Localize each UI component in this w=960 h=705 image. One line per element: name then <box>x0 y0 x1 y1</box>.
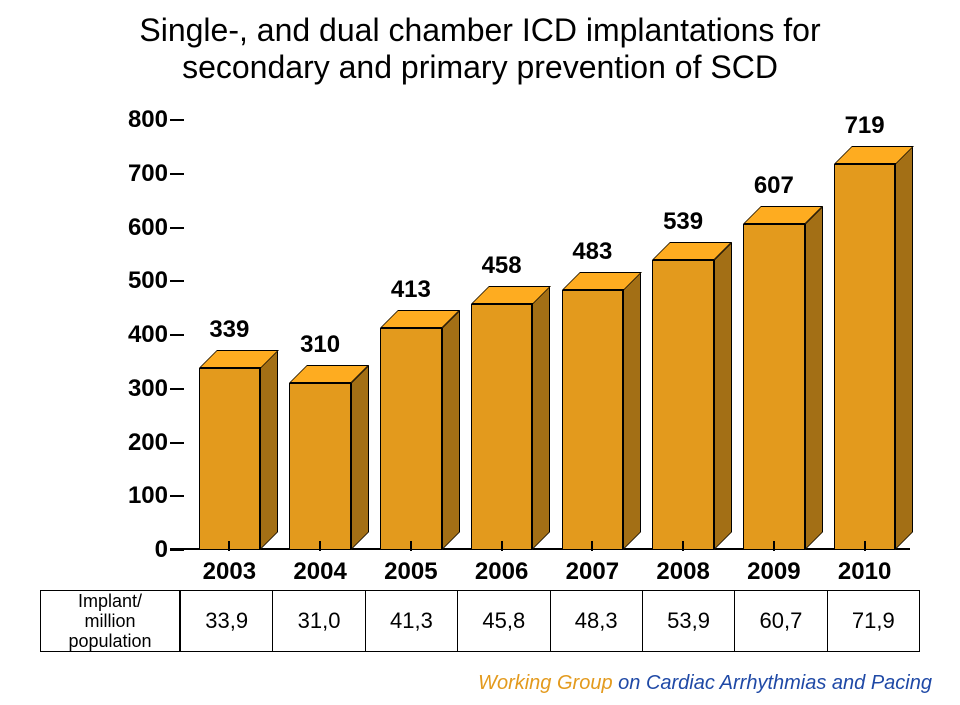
x-axis-tick <box>410 541 412 551</box>
rate-table-cells: 33,931,041,345,848,353,960,771,9 <box>180 590 920 652</box>
rate-cell: 41,3 <box>366 590 458 652</box>
footer-credit: Working Group on Cardiac Arrhythmias and… <box>478 672 932 695</box>
rate-table-header: Implant/ million population <box>40 590 180 652</box>
bar-value-label: 719 <box>845 112 885 140</box>
y-axis-tick <box>170 280 184 282</box>
x-axis-label: 2004 <box>293 558 346 586</box>
plot-area: 3392003310200441320054582006483200753920… <box>184 120 910 550</box>
y-axis-tick <box>170 549 184 551</box>
x-axis-label: 2005 <box>384 558 437 586</box>
x-axis-label: 2003 <box>203 558 256 586</box>
x-axis-tick <box>773 541 775 551</box>
bar: 719 <box>834 164 896 550</box>
y-axis-label: 100 <box>108 482 168 510</box>
x-axis-tick <box>228 541 230 551</box>
x-axis-label: 2006 <box>475 558 528 586</box>
rate-header-line: Implant/ <box>78 591 142 611</box>
bar-value-label: 607 <box>754 172 794 200</box>
y-axis-label: 800 <box>108 106 168 134</box>
rate-cell: 33,9 <box>180 590 273 652</box>
y-axis-tick <box>170 119 184 121</box>
bar: 413 <box>380 328 442 550</box>
bar-value-label: 413 <box>391 276 431 304</box>
x-axis-label: 2009 <box>747 558 800 586</box>
bar-value-label: 539 <box>663 208 703 236</box>
y-axis-tick <box>170 227 184 229</box>
slide-title: Single-, and dual chamber ICD implantati… <box>0 12 960 86</box>
x-axis-tick <box>864 541 866 551</box>
x-axis-tick <box>682 541 684 551</box>
bar: 310 <box>289 383 351 550</box>
x-axis-tick <box>319 541 321 551</box>
bar: 339 <box>199 368 261 550</box>
bar-value-label: 310 <box>300 331 340 359</box>
rate-cell: 31,0 <box>273 590 365 652</box>
x-axis-label: 2007 <box>566 558 619 586</box>
x-axis-tick <box>591 541 593 551</box>
bar: 458 <box>471 304 533 550</box>
x-axis-tick <box>501 541 503 551</box>
rate-cell: 60,7 <box>735 590 827 652</box>
slide: Single-, and dual chamber ICD implantati… <box>0 0 960 705</box>
rate-header-line: population <box>68 631 151 651</box>
bar-value-label: 458 <box>482 252 522 280</box>
rate-table: Implant/ million population 33,931,041,3… <box>40 590 920 652</box>
y-axis-tick <box>170 495 184 497</box>
x-axis-label: 2010 <box>838 558 891 586</box>
rate-cell: 71,9 <box>828 590 920 652</box>
bar-value-label: 483 <box>572 238 612 266</box>
rate-cell: 53,9 <box>643 590 735 652</box>
y-axis-label: 300 <box>108 375 168 403</box>
x-axis-label: 2008 <box>656 558 709 586</box>
y-axis-label: 400 <box>108 321 168 349</box>
footer-part-b: on Cardiac Arrhythmias and Pacing <box>618 672 932 694</box>
bar: 607 <box>743 224 805 550</box>
footer-part-a: Working Group <box>478 672 618 694</box>
rate-cell: 48,3 <box>551 590 643 652</box>
bar-chart: 3392003310200441320054582006483200753920… <box>110 120 910 550</box>
rate-header-line: million <box>84 611 135 631</box>
rate-cell: 45,8 <box>458 590 550 652</box>
y-axis-label: 500 <box>108 267 168 295</box>
y-axis-tick <box>170 334 184 336</box>
bar: 539 <box>652 260 714 550</box>
y-axis-tick <box>170 442 184 444</box>
y-axis-label: 700 <box>108 160 168 188</box>
bar-value-label: 339 <box>209 316 249 344</box>
bar: 483 <box>562 290 624 550</box>
y-axis-tick <box>170 173 184 175</box>
y-axis-label: 0 <box>108 536 168 564</box>
y-axis-label: 200 <box>108 429 168 457</box>
y-axis-label: 600 <box>108 214 168 242</box>
y-axis-tick <box>170 388 184 390</box>
